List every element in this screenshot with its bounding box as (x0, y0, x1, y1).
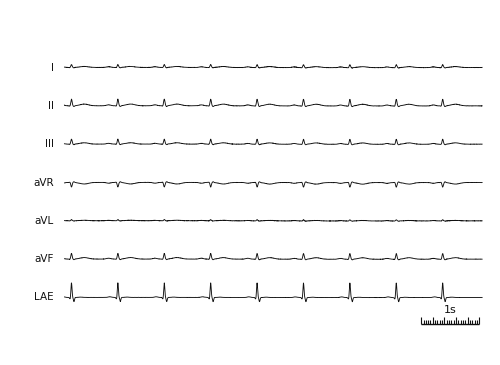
Text: LAE: LAE (34, 292, 54, 303)
Text: aVF: aVF (34, 254, 54, 264)
Text: III: III (45, 139, 54, 149)
Text: II: II (48, 101, 54, 111)
Text: 1s: 1s (444, 305, 456, 315)
Text: I: I (51, 62, 54, 73)
Text: aVR: aVR (34, 177, 54, 188)
Text: aVL: aVL (35, 216, 54, 226)
